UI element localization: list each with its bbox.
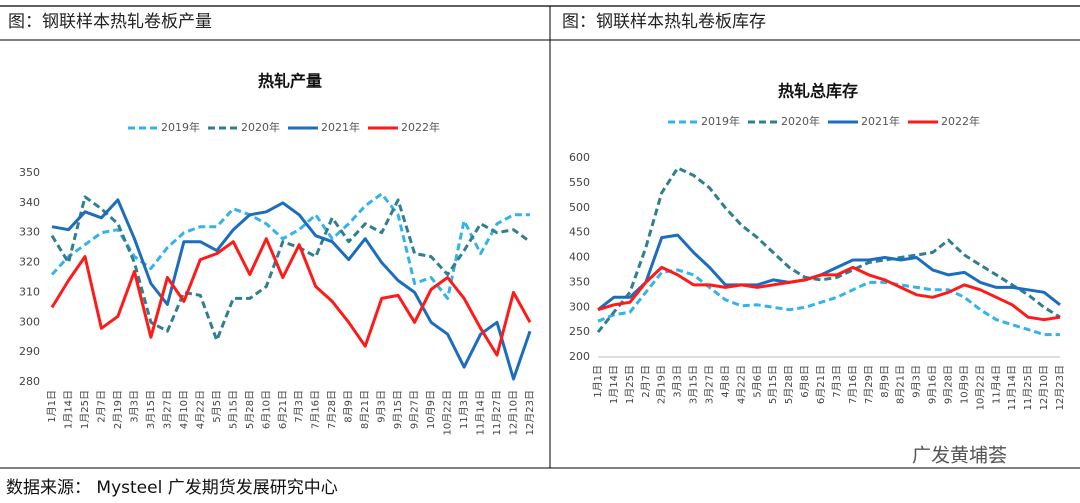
y-tick-label: 200 [569, 350, 590, 363]
x-tick-label: 10月9日 [425, 390, 437, 429]
watermark: 广发黄埔荟 [912, 445, 1007, 467]
panel-title: 图：钢联样本热轧卷板产量 [8, 12, 212, 32]
x-tick-label: 9月16日 [927, 365, 939, 404]
y-tick-label: 400 [569, 251, 590, 264]
x-tick-label: 1月14日 [608, 365, 620, 404]
x-tick-label: 11月25日 [1022, 365, 1034, 410]
x-tick-label: 8月9日 [879, 365, 891, 398]
x-tick-label: 1月25日 [624, 365, 636, 404]
x-tick-label: 6月21日 [277, 390, 289, 429]
x-tick-label: 3月15日 [145, 390, 157, 429]
y-tick-label: 320 [19, 256, 40, 269]
y-tick-label: 340 [19, 196, 40, 209]
x-tick-label: 11月14日 [1006, 365, 1018, 410]
x-tick-label: 7月3日 [831, 365, 843, 398]
x-tick-label: 8月21日 [359, 390, 371, 429]
chart-title: 热轧总库存 [778, 82, 858, 101]
x-tick-label: 1月1日 [592, 365, 604, 398]
x-tick-label: 5月28日 [783, 365, 795, 404]
x-tick-label: 9月3日 [376, 390, 388, 423]
x-tick-label: 5月15日 [227, 390, 239, 429]
x-tick-label: 5月15日 [767, 365, 779, 404]
x-tick-label: 3月27日 [161, 390, 173, 429]
x-tick-label: 10月22日 [974, 365, 986, 410]
x-tick-label: 4月22日 [735, 365, 747, 404]
x-tick-label: 4月8日 [719, 365, 731, 398]
x-tick-label: 11月4日 [990, 365, 1002, 404]
x-tick-label: 7月16日 [310, 390, 322, 429]
y-tick-label: 550 [569, 176, 590, 189]
x-tick-label: 1月25日 [79, 390, 91, 429]
y-tick-label: 250 [569, 325, 590, 338]
x-tick-label: 2月7日 [640, 365, 652, 398]
y-tick-label: 300 [569, 300, 590, 313]
x-tick-label: 12月10日 [1038, 365, 1050, 410]
x-tick-label: 2月7日 [95, 390, 107, 423]
x-tick-label: 7月29日 [863, 365, 875, 404]
x-tick-label: 6月21日 [815, 365, 827, 404]
x-tick-label: 9月3日 [911, 365, 923, 398]
x-tick-label: 4月10日 [178, 390, 190, 429]
x-tick-label: 3月3日 [672, 365, 684, 398]
y-tick-label: 450 [569, 226, 590, 239]
legend-label: 2022年 [401, 120, 440, 134]
x-tick-label: 11月14日 [475, 390, 487, 435]
y-tick-label: 290 [19, 345, 40, 358]
series-line [597, 233, 1061, 311]
x-tick-label: 9月15日 [392, 390, 404, 429]
x-tick-label: 3月15日 [688, 365, 700, 404]
y-tick-label: 330 [19, 226, 40, 239]
y-tick-label: 500 [569, 201, 590, 214]
x-tick-label: 11月27日 [491, 390, 503, 435]
x-tick-label: 3月27日 [704, 365, 716, 404]
x-tick-label: 10月22日 [442, 390, 454, 435]
chart-title: 热轧产量 [258, 72, 322, 91]
x-tick-label: 7月16日 [847, 365, 859, 404]
x-tick-label: 5月5日 [211, 390, 223, 423]
series-line [597, 265, 1061, 322]
x-tick-label: 11月3日 [458, 390, 470, 429]
x-tick-label: 9月27日 [409, 390, 421, 429]
series-line [50, 237, 532, 357]
x-tick-label: 9月28日 [942, 365, 954, 404]
series-line [51, 198, 532, 381]
x-tick-label: 2月19日 [656, 365, 668, 404]
series-line [50, 195, 531, 342]
y-tick-label: 350 [569, 275, 590, 288]
legend-label: 2020年 [781, 114, 820, 128]
x-tick-label: 5月6日 [751, 365, 763, 398]
x-tick-label: 6月8日 [799, 365, 811, 398]
x-tick-label: 7月3日 [293, 390, 305, 423]
panel-title: 图：钢联样本热轧卷板库存 [562, 12, 766, 32]
x-tick-label: 3月3日 [128, 390, 140, 423]
legend-label: 2020年 [241, 120, 280, 134]
x-tick-label: 1月14日 [62, 390, 74, 429]
x-tick-label: 1月1日 [46, 390, 58, 423]
y-tick-label: 350 [19, 166, 40, 179]
legend-label: 2021年 [861, 114, 900, 128]
x-tick-label: 7月28日 [326, 390, 338, 429]
series-line [50, 192, 530, 300]
x-tick-label: 6月10日 [260, 390, 272, 429]
legend-label: 2021年 [321, 120, 360, 134]
y-tick-label: 280 [19, 375, 40, 388]
source: 数据来源： Mysteel 广发期货发展研究中心 [6, 478, 338, 498]
x-tick-label: 4月22日 [194, 390, 206, 429]
x-tick-label: 8月9日 [343, 390, 355, 423]
x-tick-label: 12月23日 [524, 390, 536, 435]
x-tick-label: 8月21日 [895, 365, 907, 404]
y-tick-label: 310 [19, 285, 40, 298]
x-tick-label: 12月10日 [508, 390, 520, 435]
series-line [596, 166, 1061, 334]
x-tick-label: 5月28日 [244, 390, 256, 429]
y-tick-label: 300 [19, 315, 40, 328]
x-tick-label: 10月9日 [958, 365, 970, 404]
x-tick-label: 2月19日 [112, 390, 124, 429]
legend-label: 2019年 [701, 114, 740, 128]
x-tick-label: 12月23日 [1054, 365, 1066, 410]
legend-label: 2019年 [161, 120, 200, 134]
legend-label: 2022年 [941, 114, 980, 128]
y-tick-label: 600 [569, 151, 590, 164]
